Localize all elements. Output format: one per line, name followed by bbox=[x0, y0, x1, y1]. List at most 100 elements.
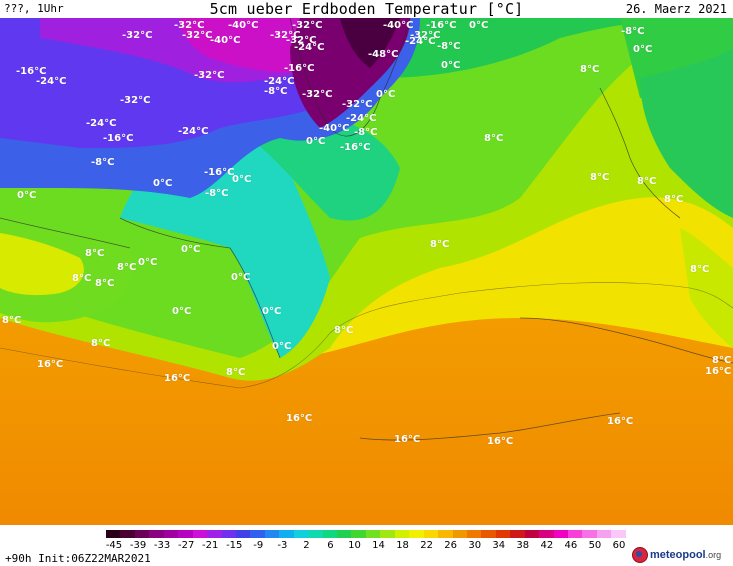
temperature-label: -32°C bbox=[286, 35, 317, 46]
temperature-label: -16°C bbox=[426, 20, 457, 31]
color-scale-segment bbox=[524, 530, 540, 538]
color-scale-tick-label: 2 bbox=[303, 540, 310, 551]
color-scale-segment bbox=[423, 530, 439, 538]
color-scale-segment bbox=[510, 530, 525, 538]
color-scale-segment bbox=[466, 530, 482, 538]
temperature-label: 8°C bbox=[590, 172, 610, 183]
temperature-label: 0°C bbox=[262, 306, 282, 317]
color-scale-segment bbox=[279, 530, 294, 538]
color-scale-tick-label: -45 bbox=[105, 540, 123, 551]
temperature-label: -48°C bbox=[368, 49, 399, 60]
color-scale-bar bbox=[106, 530, 626, 538]
color-scale-tick-label: -21 bbox=[202, 540, 219, 551]
temperature-label: -24°C bbox=[405, 36, 436, 47]
color-scale-segment bbox=[452, 530, 467, 538]
temperature-label: 0°C bbox=[231, 272, 251, 283]
map-title: 5cm ueber Erdboden Temperatur [°C] bbox=[209, 0, 524, 18]
temperature-label: 8°C bbox=[2, 315, 22, 326]
color-scale-segment bbox=[293, 530, 309, 538]
color-scale-segment bbox=[235, 530, 251, 538]
color-scale-tick-label: 34 bbox=[492, 540, 506, 551]
temperature-label: -24°C bbox=[86, 118, 117, 129]
temperature-label: -32°C bbox=[194, 70, 225, 81]
temperature-label: -8°C bbox=[264, 86, 288, 97]
color-scale-segment bbox=[611, 530, 626, 538]
temperature-label: -32°C bbox=[302, 89, 333, 100]
color-scale-tick-label: 46 bbox=[564, 540, 578, 551]
color-scale-segment bbox=[394, 530, 410, 538]
temperature-label: 0°C bbox=[232, 174, 252, 185]
temperature-label: 8°C bbox=[712, 355, 732, 366]
color-scale-tick-label: 38 bbox=[516, 540, 530, 551]
color-scale-tick-label: 14 bbox=[372, 540, 385, 551]
color-scale-tick-label: 26 bbox=[444, 540, 458, 551]
color-scale-segment bbox=[582, 530, 597, 538]
temperature-label: -32°C bbox=[120, 95, 151, 106]
color-scale-tick-label: 10 bbox=[348, 540, 361, 551]
color-scale-tick-label: -3 bbox=[277, 540, 288, 551]
temperature-label: -16°C bbox=[284, 63, 315, 74]
temperature-label: -24°C bbox=[346, 113, 377, 124]
temperature-label: -32°C bbox=[410, 30, 441, 41]
map-footer: -45 -39 -33 -27 -21 -15 -9 -3 2 6 10 14 18 22 26 30 34 38… bbox=[0, 525, 733, 566]
temperature-label: 8°C bbox=[72, 273, 92, 284]
color-scale-tick-label: -15 bbox=[226, 540, 243, 551]
temperature-label: 8°C bbox=[484, 133, 504, 144]
temperature-label: 8°C bbox=[637, 176, 657, 187]
temperature-label: -16°C bbox=[103, 133, 134, 144]
temperature-label: -40°C bbox=[319, 123, 350, 134]
temperature-label: 0°C bbox=[153, 178, 173, 189]
temperature-label: 0°C bbox=[306, 136, 326, 147]
temperature-label: -8°C bbox=[91, 157, 115, 168]
color-scale-tick-label: -9 bbox=[253, 540, 264, 551]
temperature-label: 8°C bbox=[430, 239, 450, 250]
temperature-label: 16°C bbox=[487, 436, 514, 447]
temperature-label: -40°C bbox=[383, 20, 414, 31]
color-scale-segment bbox=[250, 530, 265, 538]
color-scale-segment bbox=[120, 530, 135, 538]
color-scale-segment bbox=[495, 530, 511, 538]
meteopool-logo[interactable]: meteopool .org bbox=[632, 547, 721, 563]
temperature-label: 0°C bbox=[181, 244, 201, 255]
temperature-label: -24°C bbox=[178, 126, 209, 137]
temperature-label: 0°C bbox=[441, 60, 461, 71]
color-scale-tick-label: -39 bbox=[129, 540, 147, 551]
temperature-label: 8°C bbox=[664, 194, 684, 205]
color-scale-segment bbox=[207, 530, 222, 538]
color-scale-ticks: -45 -39 -33 -27 -21 -15 -9 -3 2 6 10 14 18 22 26 30 34 38… bbox=[106, 540, 626, 552]
color-scale-segment bbox=[264, 530, 280, 538]
temperature-label: 8°C bbox=[91, 338, 111, 349]
temperature-label: 0°C bbox=[172, 306, 192, 317]
color-scale-tick-label: 18 bbox=[396, 540, 409, 551]
temperature-map: -32°C -40°C -32°C -40°C -16°C 0°C -32°C -32°C -3… bbox=[0, 18, 733, 525]
color-scale-tick-label: 6 bbox=[327, 540, 334, 551]
color-scale-tick-label: 50 bbox=[588, 540, 602, 551]
temperature-label: 0°C bbox=[138, 257, 158, 268]
color-scale-segment bbox=[351, 530, 366, 538]
map-field bbox=[0, 18, 733, 525]
color-scale-segment bbox=[409, 530, 424, 538]
temperature-label: 0°C bbox=[633, 44, 653, 55]
run-label: ???, 1Uhr bbox=[4, 2, 64, 15]
color-scale-tick-label: 60 bbox=[612, 540, 626, 551]
temperature-label: -32°C bbox=[270, 30, 301, 41]
temperature-label: -32°C bbox=[122, 30, 153, 41]
color-scale-segment bbox=[308, 530, 323, 538]
temperature-label: -24°C bbox=[294, 42, 325, 53]
temperature-label: 16°C bbox=[286, 413, 313, 424]
color-scale-segment bbox=[178, 530, 193, 538]
temperature-label: -8°C bbox=[354, 127, 378, 138]
temperature-label: -40°C bbox=[210, 35, 241, 46]
color-scale-segment bbox=[221, 530, 236, 538]
color-scale-segment bbox=[322, 530, 337, 538]
color-scale-segment bbox=[481, 530, 496, 538]
temperature-label: 16°C bbox=[705, 366, 732, 377]
temperature-label: 16°C bbox=[37, 359, 64, 370]
temperature-label: 8°C bbox=[226, 367, 246, 378]
color-scale-segment bbox=[365, 530, 381, 538]
temperature-label: -8°C bbox=[205, 188, 229, 199]
color-scale-segment bbox=[106, 530, 121, 538]
map-header: ???, 1Uhr 5cm ueber Erdboden Temperatur … bbox=[0, 0, 733, 18]
color-scale-segment bbox=[568, 530, 583, 538]
brand-tld: .org bbox=[705, 550, 722, 560]
